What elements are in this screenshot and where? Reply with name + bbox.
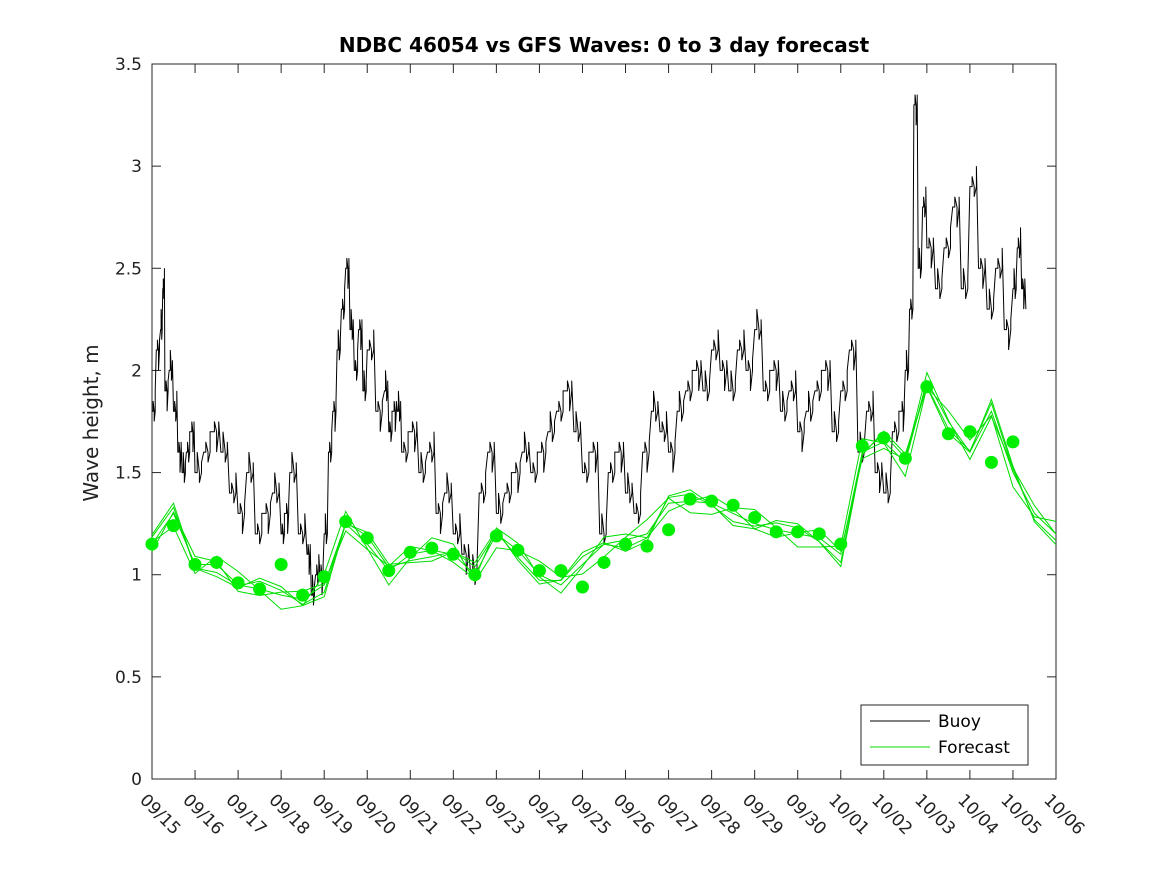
forecast-marker [726, 498, 740, 512]
forecast-marker [296, 588, 310, 602]
forecast-marker [769, 525, 783, 539]
forecast-marker [317, 570, 331, 584]
forecast-marker [640, 539, 654, 553]
forecast-marker [167, 519, 181, 533]
y-tick-label: 2.5 [115, 259, 142, 279]
forecast-marker [662, 523, 676, 537]
forecast-marker [898, 451, 912, 465]
forecast-marker [575, 580, 589, 594]
forecast-marker [920, 380, 934, 394]
forecast-marker [425, 541, 439, 555]
chart-title: NDBC 46054 vs GFS Waves: 0 to 3 day fore… [339, 33, 870, 57]
y-axis: 0 0.5 1 1.5 2 2.5 3 3.5 [115, 55, 1056, 790]
forecast-marker [339, 515, 353, 529]
forecast-marker [597, 555, 611, 569]
y-tick-label: 3 [131, 157, 142, 177]
forecast-marker [360, 531, 374, 545]
forecast-marker [855, 439, 869, 453]
y-axis-label: Wave height, m [79, 344, 103, 501]
forecast-marker [748, 511, 762, 525]
forecast-marker [489, 529, 503, 543]
forecast-marker [274, 558, 288, 571]
forecast-marker [1006, 435, 1020, 449]
forecast-marker [834, 537, 848, 551]
forecast-marker [554, 564, 568, 578]
plot-area [151, 63, 1057, 780]
forecast-marker [683, 492, 697, 506]
forecast-marker [210, 555, 224, 569]
forecast-marker [619, 537, 633, 551]
y-tick-label: 1 [131, 566, 142, 586]
legend-label-forecast: Forecast [938, 738, 1010, 758]
legend-box [860, 704, 1029, 766]
forecast-marker [963, 425, 977, 439]
forecast-marker [231, 576, 245, 590]
forecast-marker [403, 545, 417, 559]
y-tick-label: 1.5 [115, 464, 142, 484]
forecast-marker [532, 564, 546, 578]
forecast-marker [877, 431, 891, 445]
forecast-marker [705, 494, 719, 508]
forecast-marker [446, 547, 460, 561]
forecast-marker [382, 564, 396, 578]
legend: Buoy Forecast [860, 704, 1029, 766]
forecast-marker [253, 582, 267, 596]
forecast-marker [511, 543, 525, 557]
y-tick-label: 0.5 [115, 668, 142, 688]
forecast-marker [941, 427, 955, 441]
forecast-marker [468, 568, 482, 582]
y-tick-label: 3.5 [115, 55, 142, 75]
series-buoy [152, 94, 1027, 606]
y-tick-label: 2 [131, 361, 142, 381]
forecast-marker [984, 455, 998, 469]
forecast-marker [812, 527, 826, 541]
forecast-marker [791, 525, 805, 539]
y-tick-label: 0 [131, 770, 142, 790]
series-layer [145, 94, 1057, 610]
forecast-marker [145, 537, 159, 551]
legend-label-buoy: Buoy [938, 712, 981, 732]
forecast-marker [188, 558, 202, 571]
